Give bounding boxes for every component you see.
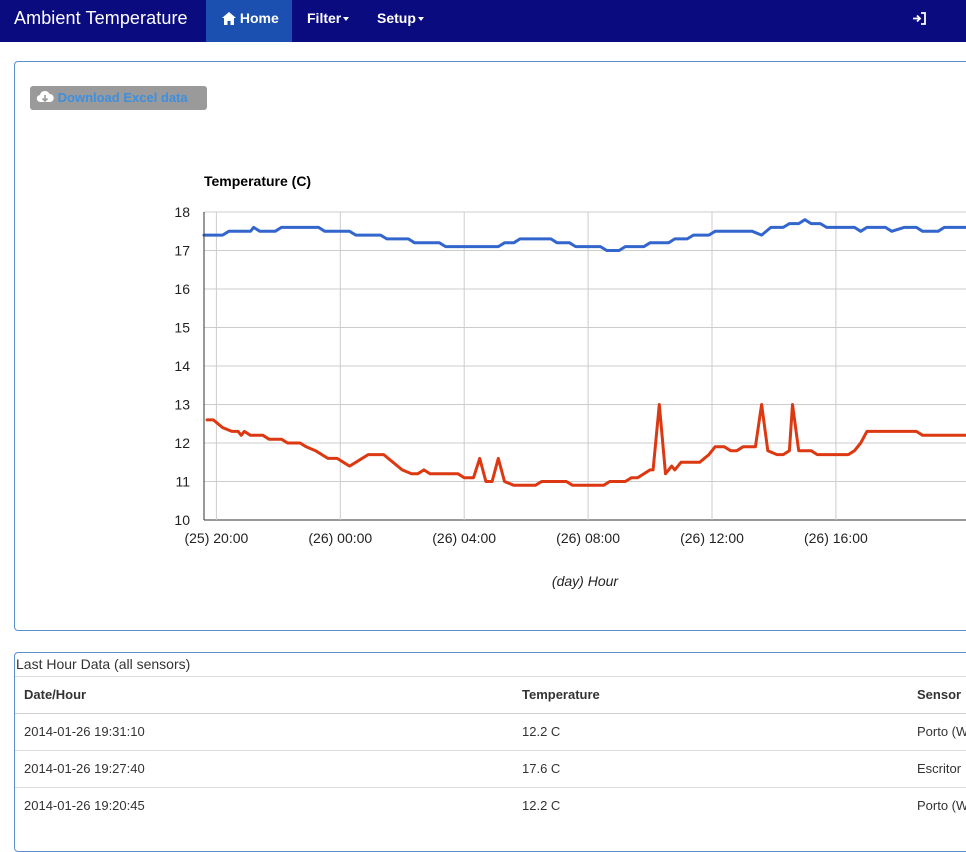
last-hour-table-panel: Last Hour Data (all sensors) Date/Hour T… — [14, 652, 966, 852]
y-tick-label: 13 — [174, 397, 190, 413]
x-tick-label: (26) 16:00 — [804, 530, 868, 546]
temperature-chart: Temperature (C) 10 11 12 13 14 15 16 17 18 (25) 2… — [174, 173, 966, 589]
nav-login-label: Login — [912, 46, 951, 62]
table-cell-date: 2014-01-26 19:31:10 — [24, 724, 145, 739]
column-header-date[interactable]: Date/Hour — [24, 687, 87, 702]
y-tick-label: 18 — [174, 204, 190, 220]
y-tick-label: 15 — [174, 320, 190, 336]
table-row-divider — [15, 750, 966, 751]
x-tick-label: (26) 00:00 — [308, 530, 372, 546]
x-tick-label: (26) 04:00 — [432, 530, 496, 546]
table-cell-date: 2014-01-26 19:27:40 — [24, 761, 145, 776]
download-excel-label: Download Excel data — [57, 90, 188, 105]
column-header-sensor[interactable]: Sensor — [917, 687, 962, 702]
y-tick-label: 16 — [174, 281, 190, 297]
x-tick-label: (26) 08:00 — [556, 530, 620, 546]
nav-setup-label: Setup — [377, 10, 416, 26]
y-tick-label: 12 — [174, 435, 190, 451]
series-line-1[interactable] — [202, 218, 966, 252]
nav-filter-label: Filter — [307, 10, 342, 26]
y-tick-label: 11 — [175, 474, 190, 490]
table-cell-sensor: Porto (W — [917, 724, 966, 739]
x-tick-label: (25) 20:00 — [184, 530, 248, 546]
y-tick-label: 14 — [174, 358, 190, 374]
download-excel-button[interactable]: Download Excel data — [30, 86, 207, 110]
x-tick-label: (26) 12:00 — [680, 530, 744, 546]
chevron-down-icon — [343, 17, 350, 22]
home-icon — [222, 12, 236, 25]
nav-setup-dropdown[interactable]: Setup — [377, 0, 424, 42]
chevron-down-icon — [417, 17, 424, 22]
nav-home-label: Home — [239, 10, 279, 26]
nav-home[interactable]: Home — [206, 0, 292, 42]
navbar: Ambient Temperature Home Filter Setup Lo… — [0, 0, 966, 62]
chart-panel — [14, 61, 966, 631]
series-line-2[interactable] — [205, 403, 966, 487]
table-divider — [15, 676, 966, 677]
brand-title[interactable]: Ambient Temperature — [14, 8, 188, 28]
nav-filter-dropdown[interactable]: Filter — [307, 0, 350, 42]
chart-title: Temperature (C) — [204, 173, 311, 189]
table-row-divider — [15, 787, 966, 788]
table-cell-sensor: Escritor — [917, 761, 962, 776]
table-cell-temperature: 12.2 C — [522, 724, 561, 739]
x-axis-label: (day) Hour — [552, 573, 619, 589]
table-divider — [15, 713, 966, 714]
column-header-temperature[interactable]: Temperature — [522, 687, 600, 702]
table-title: Last Hour Data (all sensors) — [16, 656, 191, 672]
table-cell-temperature: 17.6 C — [522, 761, 561, 776]
cloud-download-icon — [36, 90, 54, 103]
y-tick-label: 17 — [174, 243, 190, 259]
y-tick-label: 10 — [174, 512, 190, 528]
login-icon — [913, 12, 926, 25]
nav-login[interactable]: Login — [912, 0, 966, 62]
